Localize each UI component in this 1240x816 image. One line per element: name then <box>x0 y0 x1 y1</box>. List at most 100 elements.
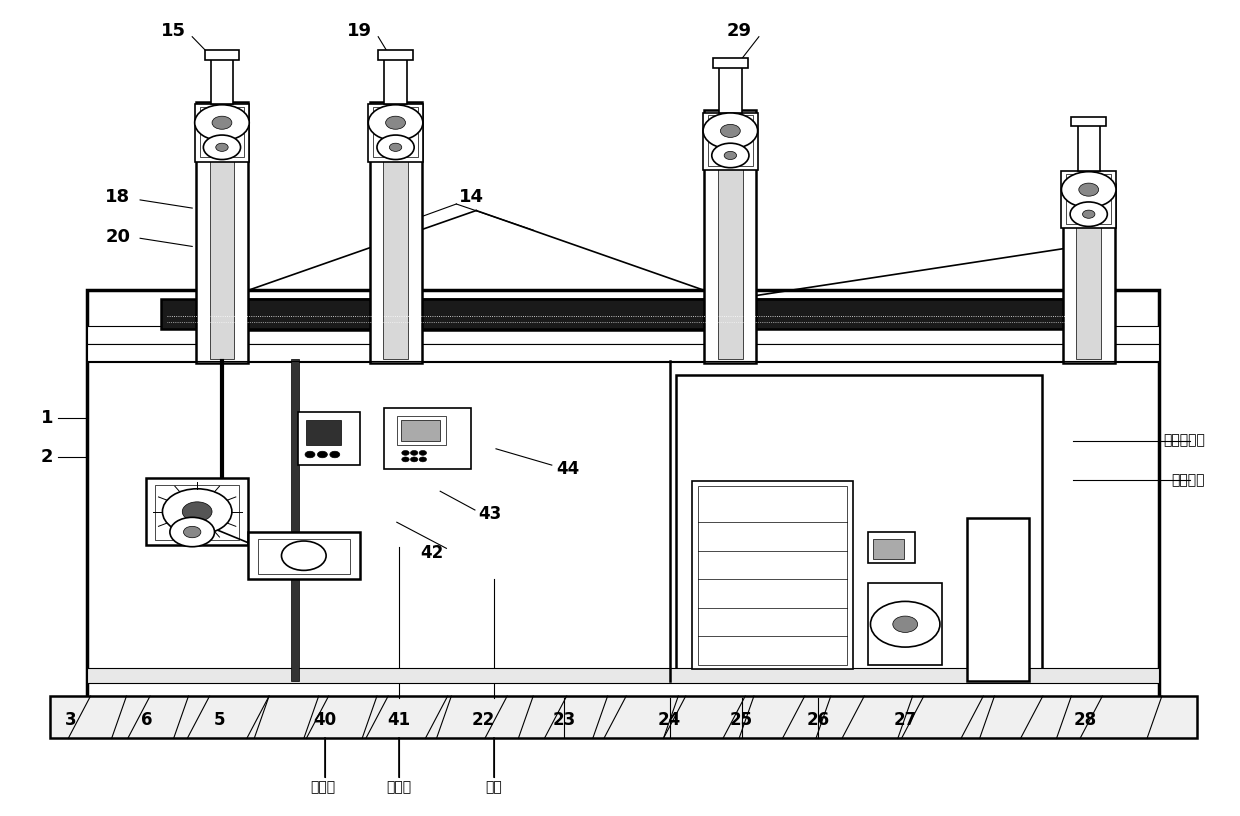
Bar <box>719 64 742 113</box>
Bar <box>967 518 1029 681</box>
Circle shape <box>170 517 215 547</box>
Circle shape <box>419 450 427 455</box>
Text: 22: 22 <box>472 711 495 729</box>
Bar <box>1078 122 1100 171</box>
Bar <box>704 110 756 363</box>
Bar <box>1061 171 1116 228</box>
Text: 变频器: 变频器 <box>310 780 335 795</box>
Circle shape <box>402 457 409 462</box>
Bar <box>87 326 1159 344</box>
Text: 24: 24 <box>658 711 681 729</box>
Bar <box>87 344 1159 362</box>
Text: 总开关: 总开关 <box>387 780 412 795</box>
Text: 14: 14 <box>459 188 484 206</box>
Bar <box>868 532 915 563</box>
Bar <box>698 486 847 665</box>
Circle shape <box>402 450 409 455</box>
Circle shape <box>724 151 737 160</box>
Text: 43: 43 <box>479 505 501 523</box>
Text: 5: 5 <box>213 711 226 729</box>
Circle shape <box>870 601 940 647</box>
Bar <box>161 299 1073 329</box>
Circle shape <box>195 104 249 140</box>
Bar <box>248 532 360 579</box>
Text: 26: 26 <box>807 711 830 729</box>
Bar <box>378 50 413 60</box>
Circle shape <box>212 116 232 129</box>
Text: 29: 29 <box>727 22 751 40</box>
Circle shape <box>419 457 427 462</box>
Text: 23: 23 <box>553 711 575 729</box>
Circle shape <box>330 451 340 458</box>
Text: 15: 15 <box>161 22 186 40</box>
Circle shape <box>1070 202 1107 227</box>
Circle shape <box>410 457 418 462</box>
Bar <box>155 485 239 540</box>
Circle shape <box>203 135 241 160</box>
Bar <box>713 58 748 68</box>
Bar <box>868 583 942 665</box>
Bar <box>708 115 753 166</box>
Text: 25: 25 <box>730 711 753 729</box>
Bar <box>50 696 1197 738</box>
Bar <box>368 104 423 162</box>
Bar <box>87 668 1159 683</box>
Bar <box>200 107 244 157</box>
Circle shape <box>184 526 201 538</box>
Text: 1: 1 <box>41 409 53 427</box>
Bar <box>370 102 422 363</box>
Bar <box>692 481 853 669</box>
Bar <box>676 375 1042 681</box>
Circle shape <box>720 124 740 137</box>
Bar <box>373 107 418 157</box>
Bar <box>1066 174 1111 224</box>
Circle shape <box>162 489 232 534</box>
Text: 6: 6 <box>140 711 153 729</box>
Bar <box>873 539 904 559</box>
Circle shape <box>386 116 405 129</box>
Bar <box>146 478 248 545</box>
Circle shape <box>1061 171 1116 207</box>
Text: 20: 20 <box>105 228 130 246</box>
Bar <box>384 408 471 469</box>
Bar <box>383 106 408 359</box>
Text: 28: 28 <box>1074 711 1096 729</box>
Text: 急停: 急停 <box>485 780 502 795</box>
Bar <box>291 359 299 681</box>
Text: 44: 44 <box>557 460 579 478</box>
Circle shape <box>182 502 212 521</box>
Circle shape <box>703 113 758 149</box>
Text: 42: 42 <box>420 544 443 562</box>
Bar <box>384 55 407 104</box>
Circle shape <box>893 616 918 632</box>
Circle shape <box>389 144 402 152</box>
Circle shape <box>1083 211 1095 219</box>
Circle shape <box>317 451 327 458</box>
Text: 18: 18 <box>105 188 130 206</box>
Bar <box>196 102 248 363</box>
Bar <box>211 55 233 104</box>
Text: 19: 19 <box>347 22 372 40</box>
Circle shape <box>305 451 315 458</box>
Circle shape <box>281 541 326 570</box>
Circle shape <box>377 135 414 160</box>
Bar <box>703 113 758 170</box>
Text: 41: 41 <box>388 711 410 729</box>
Bar <box>397 416 446 445</box>
Text: 启动拉丝: 启动拉丝 <box>1172 472 1205 487</box>
Bar <box>210 106 234 359</box>
Bar <box>195 104 249 162</box>
Bar <box>718 114 743 359</box>
Bar <box>1063 184 1115 363</box>
Text: 电路控制板: 电路控制板 <box>1163 433 1205 448</box>
Bar <box>1076 188 1101 359</box>
Bar <box>87 290 1159 698</box>
Text: 2: 2 <box>41 448 53 466</box>
Text: 3: 3 <box>64 711 77 729</box>
Circle shape <box>410 450 418 455</box>
Text: 40: 40 <box>314 711 336 729</box>
Bar <box>306 420 341 445</box>
Bar <box>205 50 239 60</box>
Text: 27: 27 <box>894 711 916 729</box>
Circle shape <box>712 144 749 168</box>
